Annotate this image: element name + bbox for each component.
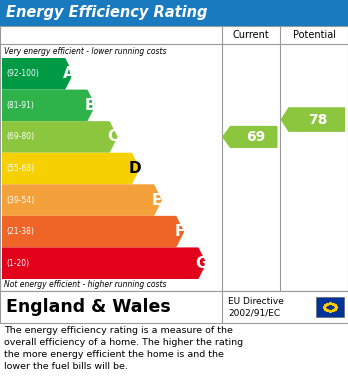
Polygon shape: [2, 216, 184, 248]
Text: Potential: Potential: [293, 30, 336, 40]
Text: 78: 78: [309, 113, 328, 127]
Text: B: B: [85, 98, 96, 113]
Text: Very energy efficient - lower running costs: Very energy efficient - lower running co…: [4, 47, 166, 57]
Polygon shape: [280, 107, 345, 132]
Polygon shape: [222, 126, 277, 148]
Bar: [0, 26, 348, 291]
Polygon shape: [2, 90, 95, 121]
Text: (39-54): (39-54): [6, 196, 34, 204]
Text: (21-38): (21-38): [6, 227, 34, 236]
Text: Energy Efficiency Rating: Energy Efficiency Rating: [6, 5, 207, 20]
Text: A: A: [63, 66, 74, 81]
Text: (1-20): (1-20): [6, 259, 29, 268]
Text: G: G: [196, 256, 208, 271]
Polygon shape: [2, 58, 73, 90]
Polygon shape: [2, 184, 162, 216]
Text: (81-91): (81-91): [6, 101, 34, 110]
Text: C: C: [107, 129, 118, 144]
Polygon shape: [2, 153, 140, 184]
Text: (55-68): (55-68): [6, 164, 34, 173]
Text: Current: Current: [233, 30, 270, 40]
Text: 2002/91/EC: 2002/91/EC: [228, 308, 280, 317]
Text: EU Directive: EU Directive: [228, 298, 284, 307]
Bar: [0, 291, 348, 323]
Text: Not energy efficient - higher running costs: Not energy efficient - higher running co…: [4, 280, 166, 289]
Bar: [0, 0, 348, 26]
Text: (92-100): (92-100): [6, 69, 39, 78]
Text: D: D: [129, 161, 141, 176]
Text: E: E: [152, 193, 163, 208]
Polygon shape: [2, 248, 206, 279]
Text: (69-80): (69-80): [6, 133, 34, 142]
Text: The energy efficiency rating is a measure of the
overall efficiency of a home. T: The energy efficiency rating is a measur…: [4, 326, 243, 371]
Text: F: F: [174, 224, 185, 239]
Polygon shape: [2, 121, 118, 153]
Text: 69: 69: [246, 130, 265, 144]
Bar: [316, 297, 344, 317]
Text: England & Wales: England & Wales: [6, 298, 171, 316]
